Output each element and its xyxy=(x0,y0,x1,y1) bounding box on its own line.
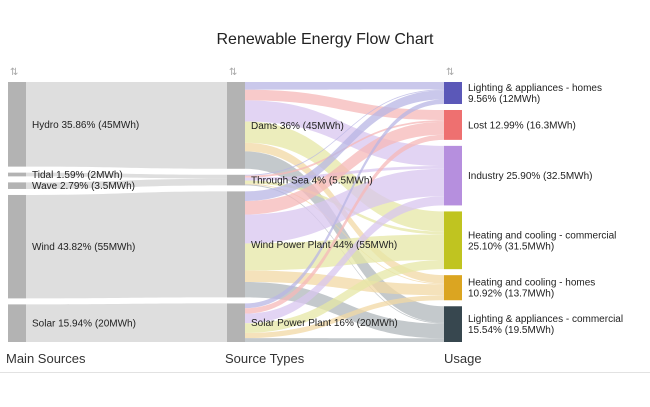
node-label-wind: Wind 43.82% (55MWh) xyxy=(32,242,135,253)
column-label-source-types: Source Types xyxy=(225,351,305,366)
link-through-sea-to-lighting-homes[interactable] xyxy=(245,89,444,176)
link-solar-plant-to-heat-homes[interactable] xyxy=(245,295,444,339)
link-solar-plant-to-lost[interactable] xyxy=(245,134,444,314)
node-wind-plant[interactable] xyxy=(227,191,245,298)
node-heat-commercial[interactable] xyxy=(444,211,462,270)
chart-baseline xyxy=(0,372,650,373)
link-wind-plant-to-lighting-commercial[interactable] xyxy=(245,282,444,339)
node-label-through-sea: Through Sea 4% (5.5MWh) xyxy=(251,176,373,187)
link-wind-to-wind-plant[interactable] xyxy=(26,191,227,299)
column-reorder-icon[interactable]: ⇅ xyxy=(229,67,237,78)
node-wind[interactable] xyxy=(8,194,26,299)
nodes-group: Hydro 35.86% (45MWh) Tidal 1.59% (2MWh)Wa… xyxy=(8,82,623,342)
link-solar-plant-to-lighting-commercial[interactable] xyxy=(245,338,444,342)
node-label-lighting-homes-line-1: Lighting & appliances - homes xyxy=(468,83,602,94)
node-lighting-homes[interactable] xyxy=(444,82,462,104)
column-label-main-sources: Main Sources xyxy=(6,351,86,366)
node-label-solar-plant: Solar Power Plant 16% (20MWh) xyxy=(251,318,398,329)
link-through-sea-to-heat-homes[interactable] xyxy=(245,183,444,285)
node-lighting-commercial[interactable] xyxy=(444,306,462,342)
node-tidal[interactable] xyxy=(8,172,26,177)
link-tidal-to-through-sea[interactable] xyxy=(26,172,227,179)
link-dams-to-heat-commercial[interactable] xyxy=(245,121,444,232)
node-label-heat-commercial-line-1: Heating and cooling - commercial xyxy=(468,230,616,241)
link-wind-plant-to-heat-commercial[interactable] xyxy=(245,234,444,271)
node-industry[interactable] xyxy=(444,145,462,206)
node-label-solar: Solar 15.94% (20MWh) xyxy=(32,319,136,330)
link-dams-to-lighting-commercial[interactable] xyxy=(245,151,444,323)
link-wind-plant-to-lost[interactable] xyxy=(245,121,444,215)
node-label-heat-commercial-line-2: 25.10% (31.5MWh) xyxy=(468,241,554,252)
node-hydro[interactable] xyxy=(8,82,26,167)
link-solar-plant-to-lighting-homes[interactable] xyxy=(245,99,444,309)
node-label-lighting-commercial-line-1: Lighting & appliances - commercial xyxy=(468,314,623,325)
node-label-wave: Wave 2.79% (3.5MWh) xyxy=(32,181,135,192)
node-solar[interactable] xyxy=(8,304,26,342)
link-dams-to-lighting-homes[interactable] xyxy=(245,82,444,90)
node-label-hydro: Hydro 35.86% (45MWh) xyxy=(32,120,139,131)
node-label-lighting-homes-line-2: 9.56% (12MWh) xyxy=(468,94,540,105)
node-label-dams: Dams 36% (45MWh) xyxy=(251,121,344,132)
link-dams-to-industry[interactable] xyxy=(245,100,444,167)
node-label-tidal: Tidal 1.59% (2MWh) xyxy=(32,170,123,181)
node-label-heat-homes-line-2: 10.92% (13.7MWh) xyxy=(468,289,554,300)
node-heat-homes[interactable] xyxy=(444,275,462,301)
link-solar-plant-to-heat-commercial[interactable] xyxy=(245,259,444,333)
node-dams[interactable] xyxy=(227,82,245,169)
link-hydro-to-dams[interactable] xyxy=(26,82,227,169)
column-reorder-icon[interactable]: ⇅ xyxy=(446,67,454,78)
node-wave[interactable] xyxy=(8,182,26,189)
node-label-heat-homes-line-1: Heating and cooling - homes xyxy=(468,278,595,289)
link-dams-to-lost[interactable] xyxy=(245,89,444,121)
node-label-industry: Industry 25.90% (32.5MWh) xyxy=(468,171,593,182)
chart-title: Renewable Energy Flow Chart xyxy=(216,31,434,48)
node-label-lost: Lost 12.99% (16.3MWh) xyxy=(468,120,576,131)
node-label-lighting-commercial-line-2: 15.54% (19.5MWh) xyxy=(468,325,554,336)
link-wave-to-through-sea[interactable] xyxy=(26,178,227,189)
node-label-wind-plant: Wind Power Plant 44% (55MWh) xyxy=(251,240,397,251)
node-through-sea[interactable] xyxy=(227,174,245,186)
link-wind-plant-to-lighting-homes[interactable] xyxy=(245,90,444,202)
link-solar-to-solar-plant[interactable] xyxy=(26,303,227,342)
link-wind-plant-to-heat-homes[interactable] xyxy=(245,270,444,296)
column-reorder-icon[interactable]: ⇅ xyxy=(10,67,18,78)
node-solar-plant[interactable] xyxy=(227,303,245,342)
node-lost[interactable] xyxy=(444,109,462,140)
link-solar-plant-to-industry[interactable] xyxy=(245,196,444,324)
column-label-usage: Usage xyxy=(444,351,482,366)
links-group xyxy=(26,82,444,342)
